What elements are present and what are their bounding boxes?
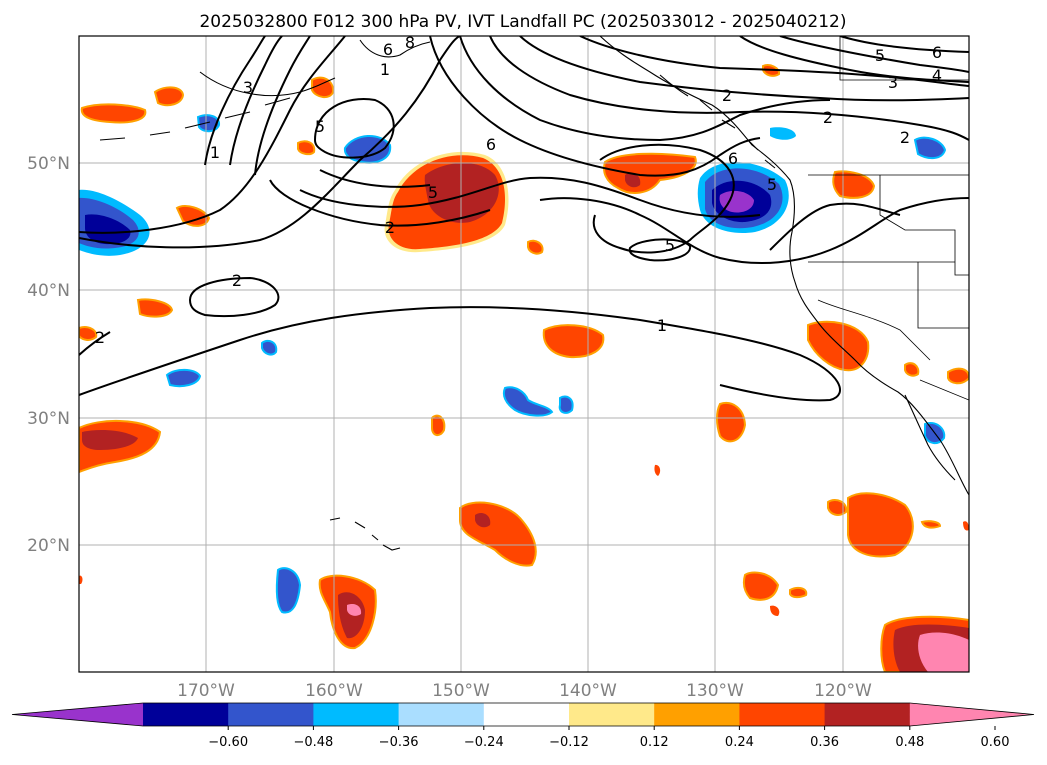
map-frame — [78, 35, 970, 673]
lon-label-130w: 130°W — [686, 681, 744, 701]
lon-label-170w: 170°W — [177, 681, 235, 701]
colorbar-tick-label: 0.24 — [725, 735, 754, 750]
contour-label: 5 — [767, 175, 777, 194]
lat-label-20n: 20°N — [27, 536, 70, 556]
lat-label-40n: 40°N — [27, 281, 70, 301]
colorbar-tick-label: 0.12 — [640, 735, 669, 750]
contour-label: 5 — [875, 46, 885, 65]
contour-label: 2 — [823, 108, 833, 127]
contour-label: 1 — [657, 316, 667, 335]
contour-label: 2 — [232, 271, 242, 290]
colorbar-swatch — [313, 703, 400, 726]
colorbar-swatch — [824, 703, 911, 726]
colorbar-tick-label: 0.60 — [981, 735, 1010, 750]
colorbar-tick-label: −0.48 — [293, 735, 333, 750]
contour-label: 2 — [900, 128, 910, 147]
lon-label-160w: 160°W — [305, 681, 363, 701]
colorbar-swatch — [398, 703, 485, 726]
lon-label-120w: 120°W — [814, 681, 872, 701]
contour-label: 8 — [405, 33, 415, 52]
map-area: 6 8 3 1 5 1 2 6 5 2 2 6 5 5 1 2 5 6 4 3 … — [79, 33, 969, 672]
colorbar-tick-label: −0.60 — [208, 735, 248, 750]
colorbar-swatch — [228, 703, 314, 726]
contour-label: 1 — [210, 143, 220, 162]
colorbar-tick-label: −0.12 — [549, 735, 589, 750]
longitude-labels: 170°W 160°W 150°W 140°W 130°W 120°W — [177, 681, 872, 701]
colorbar-extend-min — [12, 703, 143, 726]
colorbar-swatch — [569, 703, 655, 726]
colorbar-tick-label: −0.24 — [464, 735, 504, 750]
lon-label-140w: 140°W — [559, 681, 617, 701]
contour-label: 5 — [665, 236, 675, 255]
colorbar-swatch — [739, 703, 826, 726]
colorbar-swatch — [143, 703, 229, 726]
contour-label: 5 — [315, 117, 325, 136]
contour-label: 2 — [722, 86, 732, 105]
gridlines — [79, 36, 969, 672]
lon-label-150w: 150°W — [432, 681, 490, 701]
contour-label: 3 — [243, 78, 253, 97]
contour-label: 2 — [385, 218, 395, 237]
colorbar: −0.60 −0.48 −0.36 −0.24 −0.12 0.12 0.24 0.36 0.4… — [11, 702, 1035, 750]
contour-label: 6 — [932, 43, 942, 62]
contour-label: 4 — [932, 66, 942, 85]
contour-label: 2 — [95, 328, 105, 347]
colorbar-tick-label: 0.36 — [810, 735, 839, 750]
colorbar-outline — [11, 702, 1035, 727]
contour-label: 5 — [428, 183, 438, 202]
lat-label-50n: 50°N — [27, 154, 70, 174]
colorbar-swatch — [483, 703, 570, 726]
colorbar-extend-max — [909, 703, 1034, 726]
colorbar-swatch — [654, 703, 740, 726]
pv-shading — [79, 64, 969, 672]
colorbar-tick-label: −0.36 — [379, 735, 419, 750]
colorbar-tick-label: 0.48 — [895, 735, 924, 750]
contour-labels: 6 8 3 1 5 1 2 6 5 2 2 6 5 5 1 2 5 6 4 3 … — [95, 33, 942, 347]
latitude-labels: 50°N 40°N 30°N 20°N — [27, 154, 70, 556]
lat-label-30n: 30°N — [27, 409, 70, 429]
pv-contours — [79, 36, 969, 402]
contour-label: 6 — [383, 40, 393, 59]
contour-label: 3 — [888, 73, 898, 92]
figure-title: 2025032800 F012 300 hPa PV, IVT Landfall… — [199, 12, 846, 32]
contour-label: 1 — [380, 60, 390, 79]
contour-label: 6 — [486, 135, 496, 154]
contour-label: 6 — [728, 149, 738, 168]
